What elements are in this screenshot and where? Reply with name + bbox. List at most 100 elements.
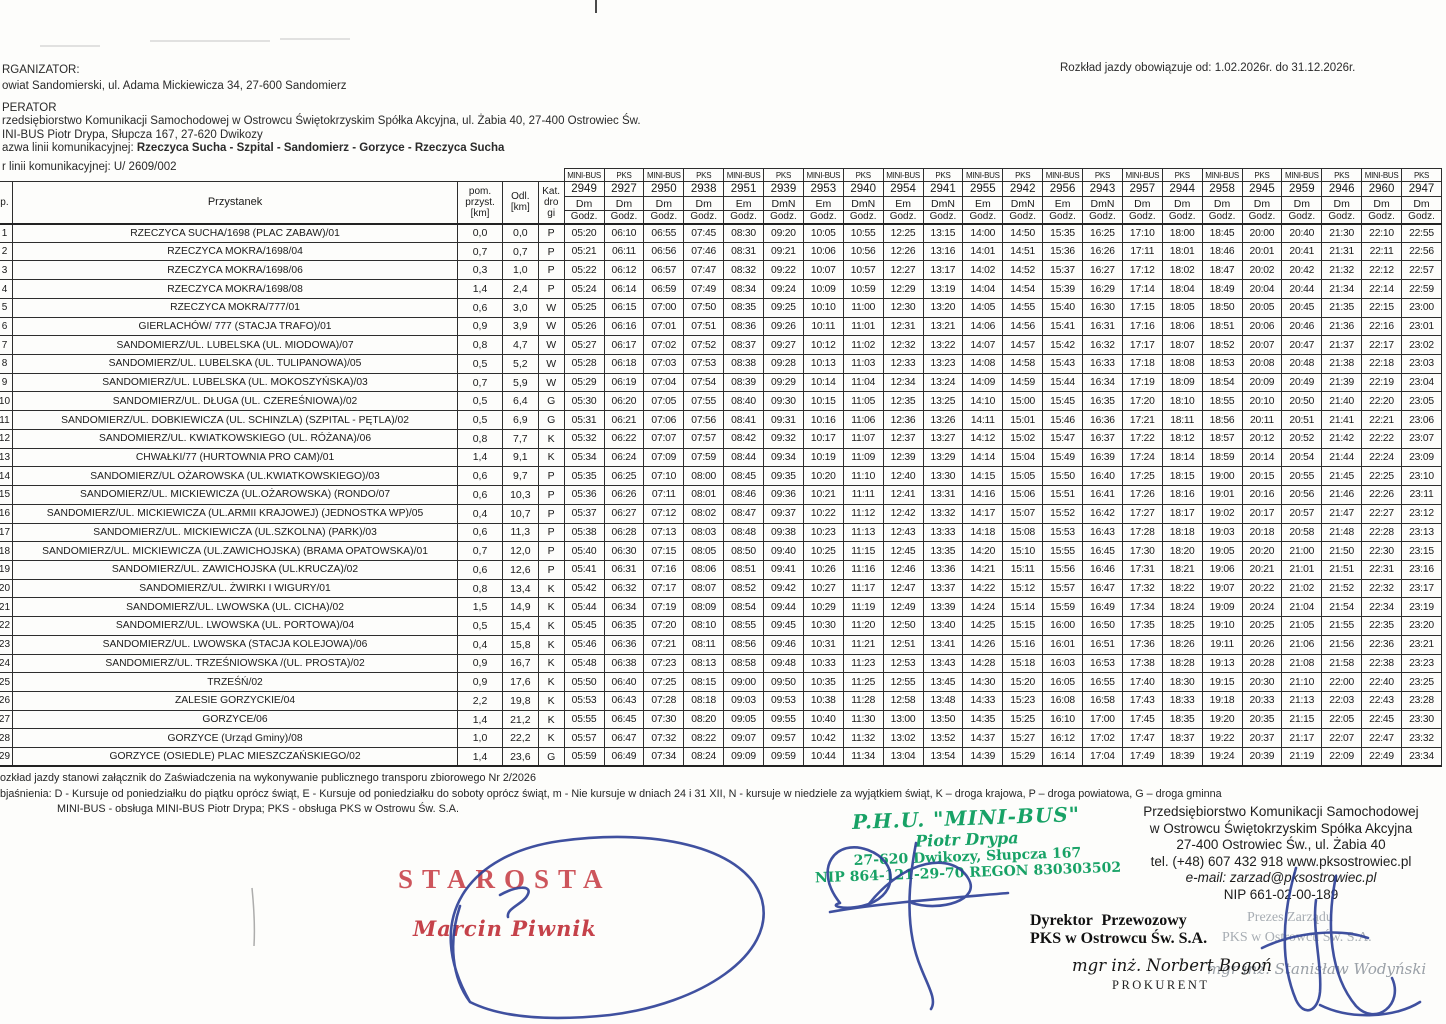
time-cell: 09:00 — [723, 672, 765, 692]
time-cell: 12:45 — [882, 541, 924, 561]
time-cell: 15:18 — [1002, 653, 1044, 674]
time-cell: 22:26 — [1361, 485, 1403, 505]
stop-road-category: K — [537, 672, 565, 692]
course-number: 2959 — [1281, 181, 1323, 197]
stop-distance-total: 17,6 — [501, 672, 539, 692]
time-cell: 13:22 — [922, 335, 964, 356]
time-cell: 16:40 — [1082, 466, 1123, 487]
time-cell: 23:03 — [1401, 354, 1442, 374]
time-cell: 11:16 — [842, 559, 884, 580]
stop-distance-total: 3,9 — [501, 316, 539, 337]
time-cell: 15:55 — [1042, 541, 1084, 561]
time-cell: 08:46 — [723, 485, 765, 505]
stop-distance-total: 23,6 — [501, 747, 539, 768]
time-cell: 18:56 — [1201, 410, 1243, 430]
time-cell: 16:53 — [1082, 653, 1123, 674]
time-cell: 17:10 — [1121, 223, 1163, 243]
time-cell: 19:02 — [1201, 503, 1243, 524]
time-cell: 12:53 — [882, 653, 924, 674]
col-header-pom: pom. przyst. [km] — [457, 181, 503, 225]
scan-artifact-dash — [280, 38, 350, 40]
time-cell: 18:53 — [1201, 354, 1243, 374]
time-cell: 15:39 — [1042, 279, 1084, 299]
time-cell: 10:12 — [802, 335, 844, 356]
time-cell: 14:30 — [962, 672, 1004, 692]
time-cell: 06:31 — [603, 559, 645, 580]
time-cell: 19:09 — [1201, 597, 1243, 618]
stop-distance-between: 0,4 — [457, 634, 503, 655]
stop-name: SANDOMIERZ/UL OŻAROWSKA (UL.KWIATKOWSKIE… — [11, 466, 459, 487]
time-cell: 12:37 — [882, 428, 924, 449]
time-cell: 07:11 — [643, 485, 685, 505]
course-time-label: Godz. — [1401, 210, 1442, 225]
time-cell: 18:10 — [1161, 391, 1203, 412]
time-cell: 16:47 — [1082, 578, 1123, 599]
time-cell: 09:03 — [723, 690, 765, 711]
time-cell: 12:32 — [882, 335, 924, 356]
stop-road-category: K — [537, 653, 565, 674]
course-day-code: Dm — [1321, 196, 1363, 211]
time-cell: 11:30 — [842, 709, 884, 730]
stop-distance-total: 9,1 — [501, 447, 539, 468]
time-cell: 09:27 — [763, 335, 804, 356]
time-cell: 23:23 — [1401, 653, 1442, 674]
stop-distance-total: 16,7 — [501, 653, 539, 674]
time-cell: 19:00 — [1201, 466, 1243, 487]
time-cell: 20:17 — [1241, 503, 1283, 524]
time-cell: 20:54 — [1281, 447, 1323, 468]
stop-road-category: P — [537, 279, 565, 299]
time-cell: 21:01 — [1281, 559, 1323, 580]
timetable-row: 1 RZECZYCA SUCHA/1698 (PLAC ZABAW)/01 0,0 0… — [0, 223, 1442, 243]
time-cell: 14:58 — [1002, 354, 1044, 374]
time-cell: 14:28 — [962, 653, 1004, 674]
time-cell: 21:08 — [1281, 653, 1323, 674]
time-cell: 07:05 — [643, 391, 685, 412]
time-cell: 14:07 — [962, 335, 1004, 356]
time-cell: 23:09 — [1401, 447, 1442, 468]
line-number: r linii komunikacyjnej: U/ 2609/002 — [2, 161, 177, 173]
time-cell: 14:08 — [962, 354, 1004, 374]
time-cell: 18:39 — [1161, 747, 1203, 768]
time-cell: 14:33 — [962, 690, 1004, 711]
course-day-code: Dm — [1161, 196, 1203, 211]
time-cell: 16:08 — [1042, 690, 1084, 711]
time-cell: 08:09 — [683, 597, 725, 618]
time-cell: 22:22 — [1361, 428, 1403, 449]
time-cell: 19:20 — [1201, 709, 1243, 730]
course-day-code: Em — [962, 196, 1004, 211]
time-cell: 21:51 — [1321, 559, 1363, 580]
time-cell: 18:52 — [1201, 335, 1243, 356]
stop-number: 3 — [0, 260, 13, 281]
course-operator: PKS — [763, 168, 804, 182]
course-day-code: Dm — [1121, 196, 1163, 211]
time-cell: 07:54 — [683, 372, 725, 393]
time-cell: 10:25 — [802, 541, 844, 561]
time-cell: 07:17 — [643, 578, 685, 599]
time-cell: 14:24 — [962, 597, 1004, 618]
time-cell: 05:59 — [563, 747, 605, 768]
stop-number: 7 — [0, 335, 13, 356]
time-cell: 20:28 — [1241, 653, 1283, 674]
time-cell: 13:16 — [922, 241, 964, 262]
time-cell: 11:10 — [842, 466, 884, 487]
course-time-label: Godz. — [922, 210, 964, 225]
time-cell: 16:55 — [1082, 672, 1123, 692]
time-cell: 18:45 — [1201, 223, 1243, 243]
time-cell: 07:04 — [643, 372, 685, 393]
time-cell: 13:33 — [922, 522, 964, 543]
time-cell: 20:48 — [1281, 354, 1323, 374]
time-cell: 08:48 — [723, 522, 765, 543]
prezes-stamp-title: Prezes Zarządu — [1247, 910, 1333, 925]
stop-name: SANDOMIERZ/UL. DOBKIEWICZA (UL. SCHINZLA… — [11, 410, 459, 430]
course-number: 2942 — [1002, 181, 1044, 197]
time-cell: 10:10 — [802, 297, 844, 318]
time-cell: 20:11 — [1241, 410, 1283, 430]
course-day-code: Em — [723, 196, 765, 211]
time-cell: 07:01 — [643, 316, 685, 337]
stop-name: SANDOMIERZ/UL. MICKIEWICZA (UL.ZAWICHOJS… — [11, 541, 459, 561]
stop-name: RZECZYCA MOKRA/1698/06 — [11, 260, 459, 281]
time-cell: 08:36 — [723, 316, 765, 337]
time-cell: 18:51 — [1201, 316, 1243, 337]
stop-distance-total: 7,7 — [501, 428, 539, 449]
timetable-row: 28 GORZYCE (Urząd Gminy)/08 1,0 22,2 K 05:57 0… — [0, 728, 1442, 749]
